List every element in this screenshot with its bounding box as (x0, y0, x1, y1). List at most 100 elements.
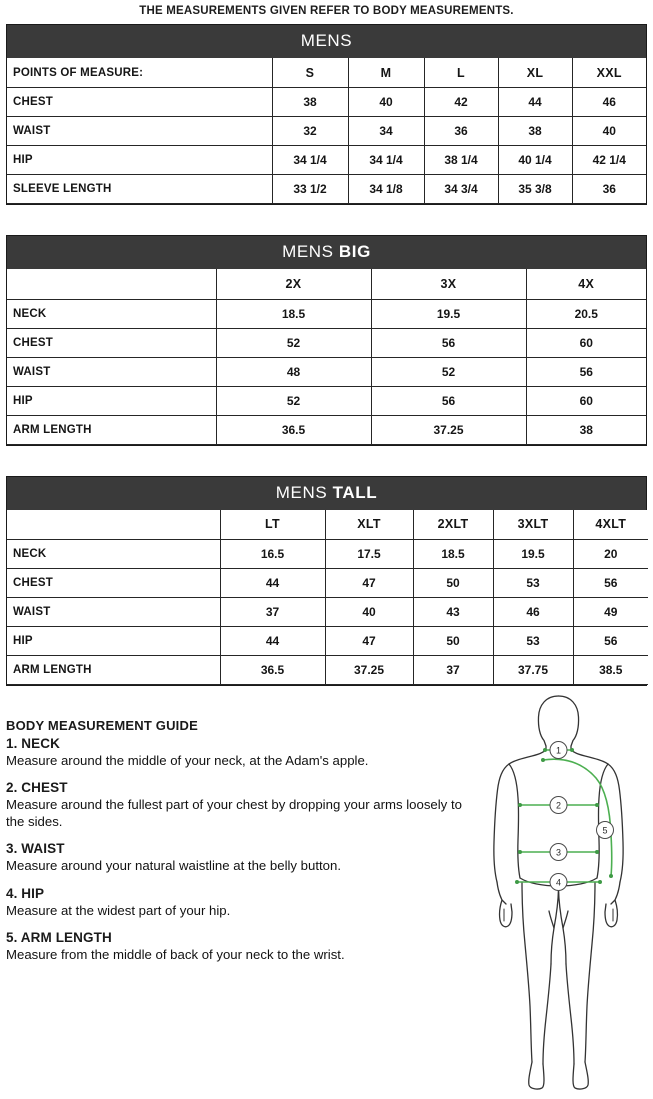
cell-chest-3x: 56 (370, 327, 527, 358)
table-title-big-bold: BIG (338, 242, 371, 262)
size-header-2x: 2X (215, 269, 372, 300)
cell-neck-2x: 18.5 (215, 298, 372, 329)
cell-chest-xl: 44 (497, 87, 573, 118)
table-row: CHEST 44 47 50 53 56 (7, 568, 648, 599)
marker-label-3: 3 (556, 848, 561, 858)
table-row: WAIST 37 40 43 46 49 (7, 597, 648, 628)
cell-chest-2x: 52 (215, 327, 372, 358)
table-row: NECK 18.5 19.5 20.5 (7, 298, 646, 329)
cell-hip-2x: 52 (215, 385, 372, 416)
guide-item-arm-length: 5. ARM LENGTH Measure from the middle of… (6, 930, 466, 963)
cell-neck-3x: 19.5 (370, 298, 527, 329)
table-header-row: LT XLT 2XLT 3XLT 4XLT (7, 509, 648, 541)
table-header-row: 2X 3X 4X (7, 269, 646, 300)
size-header-3x: 3X (370, 269, 527, 300)
size-header-2xlt: 2XLT (412, 509, 494, 541)
cell-hip-s: 34 1/4 (271, 145, 349, 176)
cell-arm-2x: 36.5 (215, 414, 372, 445)
cell-arm-xlt: 37.25 (324, 655, 414, 686)
table-title-tall-regular: MENS (275, 482, 333, 502)
marker-label-4: 4 (556, 878, 561, 888)
table-row: HIP 34 1/4 34 1/4 38 1/4 40 1/4 42 1/4 (7, 145, 646, 176)
cell-chest-lt: 44 (219, 568, 326, 599)
page-caption: THE MEASUREMENTS GIVEN REFER TO BODY MEA… (139, 5, 514, 17)
guide-item-hip: 4. HIP Measure at the widest part of you… (6, 886, 466, 919)
marker-label-5: 5 (602, 826, 607, 836)
guide-item-text: Measure from the middle of back of your … (6, 946, 345, 962)
cell-arm-4x: 38 (525, 414, 646, 445)
table-row: CHEST 38 40 42 44 46 (7, 87, 646, 118)
cell-waist-xl: 38 (497, 116, 573, 147)
cell-arm-3x: 37.25 (370, 414, 527, 445)
body-measurement-diagram: 1 2 3 4 5 (466, 690, 651, 1095)
table-title-mens-big: MENS BIG (7, 236, 646, 270)
row-label-chest: CHEST (7, 87, 273, 118)
row-label-waist: WAIST (7, 116, 273, 147)
cell-chest-2xlt: 50 (412, 568, 494, 599)
cell-chest-4x: 60 (525, 327, 646, 358)
table-row: ARM LENGTH 36.5 37.25 37 37.75 38.5 (7, 655, 648, 686)
marker-label-1: 1 (556, 746, 561, 756)
body-outline-icon (493, 695, 624, 1090)
guide-heading: BODY MEASUREMENT GUIDE (6, 718, 198, 733)
cell-hip-3x: 56 (370, 385, 527, 416)
cell-arm-2xlt: 37 (412, 655, 494, 686)
cell-waist-s: 32 (271, 116, 349, 147)
size-header-l: L (423, 57, 499, 89)
size-header-s: S (271, 57, 349, 89)
measurement-endpoints (515, 748, 613, 884)
size-table-mens-tall: MENS TALL LT XLT 2XLT 3XLT 4XLT NECK 16.… (6, 475, 648, 687)
marker-2-chest: 2 (549, 796, 568, 814)
cell-neck-lt: 16.5 (219, 539, 326, 570)
cell-chest-4xlt: 56 (572, 568, 648, 599)
cell-waist-l: 36 (423, 116, 499, 147)
size-header-lt: LT (219, 509, 326, 541)
cell-waist-m: 34 (347, 116, 425, 147)
table-title-mens-tall: MENS TALL (7, 476, 646, 510)
cell-hip-4x: 60 (525, 385, 646, 416)
guide-item-waist: 3. WAIST Measure around your natural wai… (6, 841, 466, 874)
size-header-m: M (347, 57, 425, 89)
size-header-xl: XL (497, 57, 573, 89)
row-label-hip: HIP (7, 145, 273, 176)
cell-hip-m: 34 1/4 (347, 145, 425, 176)
size-header-4x: 4X (525, 269, 646, 300)
row-label-neck: NECK (7, 539, 221, 570)
cell-hip-l: 38 1/4 (423, 145, 499, 176)
cell-neck-3xlt: 19.5 (492, 539, 574, 570)
guide-item-chest: 2. CHEST Measure around the fullest part… (6, 780, 466, 830)
table-title-tall-bold: TALL (332, 482, 378, 502)
body-measurement-guide: BODY MEASUREMENT GUIDE 1. NECK Measure a… (6, 718, 466, 963)
cell-chest-xlt: 47 (324, 568, 414, 599)
guide-item-title: 5. ARM LENGTH (6, 929, 112, 945)
size-header-xxl: XXL (571, 57, 646, 89)
guide-item-text: Measure around the middle of your neck, … (6, 753, 369, 768)
cell-neck-xlt: 17.5 (324, 539, 414, 570)
body-figure-svg: 1 2 3 4 5 (493, 695, 624, 1090)
row-label-arm-length: ARM LENGTH (7, 414, 217, 445)
cell-waist-2xlt: 43 (412, 597, 494, 628)
table-title-mens-regular: MENS (300, 31, 353, 50)
row-label-chest: CHEST (7, 568, 221, 599)
cell-hip-xlt: 47 (324, 626, 414, 657)
row-label-hip: HIP (7, 385, 217, 416)
cell-neck-4x: 20.5 (525, 298, 646, 329)
cell-arm-4xlt: 38.5 (572, 655, 648, 686)
cell-hip-3xlt: 53 (492, 626, 574, 657)
table-row: ARM LENGTH 36.5 37.25 38 (7, 414, 646, 445)
row-label-arm-length: ARM LENGTH (7, 655, 221, 686)
marker-1-neck: 1 (549, 741, 568, 759)
cell-waist-xlt: 40 (324, 597, 414, 628)
cell-waist-4xlt: 49 (572, 597, 648, 628)
guide-item-text: Measure around your natural waistline at… (6, 858, 342, 874)
guide-item-title: 3. WAIST (6, 841, 65, 857)
cell-waist-4x: 56 (525, 356, 646, 387)
cell-sleeve-m: 34 1/8 (347, 174, 425, 205)
guide-item-text: Measure at the widest part of your hip. (6, 902, 231, 918)
guide-item-title: 2. CHEST (6, 780, 68, 796)
guide-item-title: 1. NECK (6, 736, 60, 751)
cell-waist-3x: 52 (370, 356, 527, 387)
row-label-waist: WAIST (7, 597, 221, 628)
measurement-markers: 1 2 3 4 5 (549, 741, 614, 891)
marker-3-waist: 3 (549, 843, 568, 861)
